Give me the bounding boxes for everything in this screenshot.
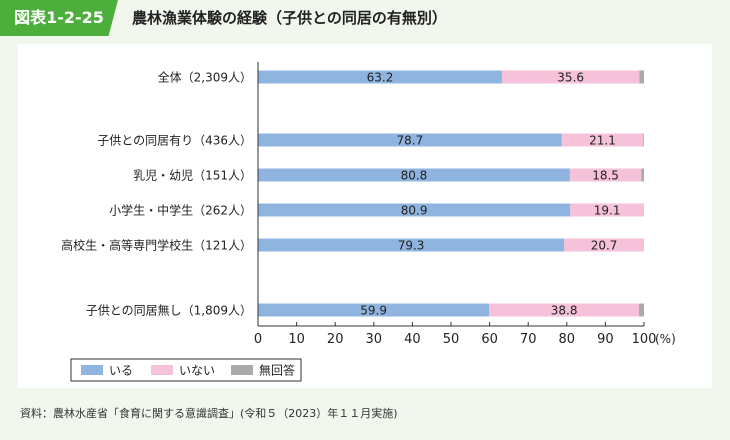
- data-label: 78.7: [397, 134, 424, 148]
- data-label: 20.7: [591, 239, 618, 253]
- x-tick-label: 0: [254, 332, 262, 347]
- bar-segment: [570, 203, 644, 217]
- source-note: 資料：農林水産省「食育に関する意識調査」(令和５（2023）年１１月実施): [20, 407, 398, 420]
- figure-label: 図表1-2-25: [0, 0, 118, 36]
- category-label: 高校生・高等専門学校生（121人）: [61, 238, 252, 253]
- x-tick-label: 50: [443, 332, 460, 347]
- bar-segment: [489, 303, 639, 317]
- x-axis-unit: (%): [655, 332, 676, 346]
- x-tick-label: 60: [481, 332, 498, 347]
- bar-segment: [258, 70, 502, 84]
- legend-label: いない: [179, 364, 215, 378]
- category-label: 乳児・幼児（151人）: [133, 169, 252, 183]
- x-tick-label: 10: [288, 332, 305, 347]
- legend-label: いる: [109, 364, 133, 378]
- bar-segment: [638, 303, 644, 317]
- figure-title: 農林漁業体験の経験（子供との同居の有無別）: [132, 9, 447, 27]
- data-label: 38.8: [551, 304, 578, 318]
- bar-segment: [639, 70, 644, 84]
- category-label: 全体（2,309人）: [158, 70, 252, 85]
- data-label: 59.9: [360, 304, 387, 318]
- legend-swatch: [81, 365, 103, 375]
- bar-segment: [643, 133, 644, 147]
- bar-segment: [258, 303, 490, 317]
- data-label: 21.1: [589, 134, 616, 148]
- stacked-bar-chart: 全体（2,309人） 63.2 35.6 子供との同居有り（436人） 78.7 21.1…: [61, 62, 676, 382]
- bar-segment: [258, 133, 562, 147]
- data-label: 63.2: [367, 71, 394, 85]
- legend-swatch: [151, 365, 173, 375]
- header: 図表1-2-25 農林漁業体験の経験（子供との同居の有無別）: [0, 0, 730, 36]
- bar-segment: [561, 133, 644, 147]
- bar-segment: [501, 70, 640, 84]
- bar-segment: [258, 203, 571, 217]
- x-tick-label: 70: [520, 332, 537, 347]
- bar-segment: [258, 238, 565, 252]
- bar-segment: [564, 238, 644, 252]
- data-label: 19.1: [594, 204, 621, 218]
- data-label: 18.5: [592, 169, 619, 183]
- category-label: 子供との同居無し（1,809人）: [86, 303, 252, 318]
- data-label: 79.3: [398, 239, 425, 253]
- x-tick-label: 40: [404, 332, 421, 347]
- x-tick-label: 20: [327, 332, 344, 347]
- data-label: 80.9: [401, 204, 428, 218]
- data-label: 80.8: [401, 169, 428, 183]
- legend-label: 無回答: [259, 363, 295, 378]
- legend-swatch: [231, 365, 253, 375]
- x-tick-label: 80: [559, 332, 576, 347]
- bar-segment: [641, 168, 644, 182]
- chart-panel: 全体（2,309人） 63.2 35.6 子供との同居有り（436人） 78.7 21.1…: [18, 44, 712, 388]
- x-tick-label: 30: [366, 332, 383, 347]
- category-label: 子供との同居有り（436人）: [97, 134, 252, 148]
- x-tick-label: 90: [597, 332, 614, 347]
- legend-box: [70, 358, 302, 382]
- x-tick-label: 100: [632, 332, 657, 347]
- bar-segment: [258, 168, 570, 182]
- category-label: 小学生・中学生（262人）: [109, 203, 252, 218]
- bar-segment: [569, 168, 642, 182]
- data-label: 35.6: [557, 71, 584, 85]
